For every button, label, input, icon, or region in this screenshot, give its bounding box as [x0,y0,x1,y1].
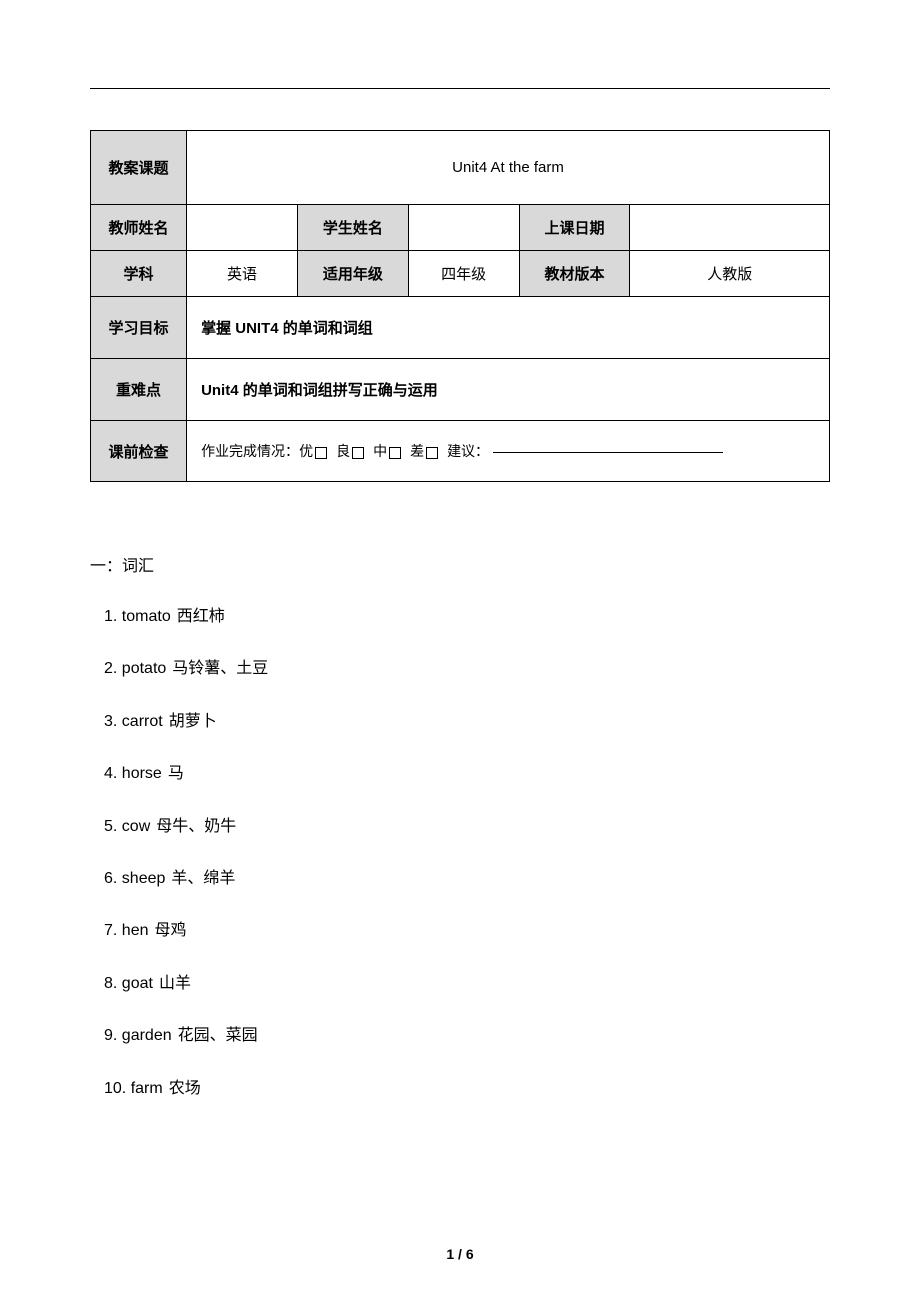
top-horizontal-rule [90,88,830,89]
homework-status-prefix: 作业完成情况： [201,445,299,460]
option-good: 良 [336,445,350,460]
vocab-number: 2. [104,660,117,677]
vocab-number: 10. [104,1080,126,1097]
subject-value: 英语 [187,251,298,297]
list-item: 3. carrot 胡萝卜 [104,711,830,733]
list-item: 1. tomato 西红柿 [104,606,830,628]
lesson-title-value: Unit4 At the farm [187,131,830,205]
table-row: 课前检查 作业完成情况：优 良 中 差 建议： [91,421,830,482]
vocab-english: tomato [122,608,171,625]
list-item: 6. sheep 羊、绵羊 [104,868,830,890]
table-row: 学习目标 掌握 UNIT4 的单词和词组 [91,297,830,359]
precheck-label: 课前检查 [91,421,187,482]
vocab-english: goat [122,975,153,992]
vocab-english: horse [122,765,162,782]
key-points-value: Unit4 的单词和词组拼写正确与运用 [187,359,830,421]
suggestion-underline [493,452,723,453]
vocab-english: sheep [122,870,166,887]
suggestion-label: 建议： [447,445,489,460]
textbook-version-value: 人教版 [630,251,830,297]
lesson-title-label: 教案课题 [91,131,187,205]
vocab-number: 4. [104,765,117,782]
vocab-chinese: 胡萝卜 [169,713,217,730]
grade-label: 适用年级 [297,251,408,297]
checkbox-icon [352,447,364,459]
teacher-name-value [187,205,298,251]
table-row: 重难点 Unit4 的单词和词组拼写正确与运用 [91,359,830,421]
checkbox-icon [315,447,327,459]
vocab-english: farm [131,1080,163,1097]
table-row: 教案课题 Unit4 At the farm [91,131,830,205]
vocab-number: 5. [104,818,117,835]
vocab-chinese: 马 [168,765,184,782]
table-row: 教师姓名 学生姓名 上课日期 [91,205,830,251]
vocab-english: garden [122,1027,172,1044]
page-number: 1 / 6 [0,1246,920,1262]
vocab-list: 1. tomato 西红柿 2. potato 马铃薯、土豆 3. carrot 胡萝… [90,606,830,1100]
vocab-chinese: 山羊 [159,975,191,992]
table-row: 学科 英语 适用年级 四年级 教材版本 人教版 [91,251,830,297]
list-item: 7. hen 母鸡 [104,920,830,942]
learning-goal-label: 学习目标 [91,297,187,359]
class-date-value [630,205,830,251]
class-date-label: 上课日期 [519,205,630,251]
list-item: 4. horse 马 [104,763,830,785]
option-excellent: 优 [299,445,313,460]
option-medium: 中 [373,445,387,460]
list-item: 8. goat 山羊 [104,973,830,995]
lesson-info-table: 教案课题 Unit4 At the farm 教师姓名 学生姓名 上课日期 学科… [90,130,830,482]
textbook-version-label: 教材版本 [519,251,630,297]
vocab-number: 6. [104,870,117,887]
checkbox-icon [389,447,401,459]
vocab-number: 1. [104,608,117,625]
section-heading-vocab: 一：词汇 [90,552,830,576]
student-name-label: 学生姓名 [297,205,408,251]
learning-goal-value: 掌握 UNIT4 的单词和词组 [187,297,830,359]
vocab-number: 7. [104,922,117,939]
vocab-chinese: 羊、绵羊 [171,870,235,887]
teacher-name-label: 教师姓名 [91,205,187,251]
key-points-label: 重难点 [91,359,187,421]
option-poor: 差 [410,445,424,460]
precheck-value: 作业完成情况：优 良 中 差 建议： [187,421,830,482]
vocab-english: cow [122,818,150,835]
student-name-value [408,205,519,251]
vocab-chinese: 母牛、奶牛 [156,818,236,835]
list-item: 9. garden 花园、菜园 [104,1025,830,1047]
vocab-chinese: 花园、菜园 [178,1027,258,1044]
vocab-chinese: 西红柿 [177,608,225,625]
list-item: 10. farm 农场 [104,1078,830,1100]
vocab-english: hen [122,922,149,939]
vocab-chinese: 母鸡 [155,922,187,939]
checkbox-icon [426,447,438,459]
vocab-chinese: 马铃薯、土豆 [172,660,268,677]
vocab-english: carrot [122,713,163,730]
vocab-number: 3. [104,713,117,730]
list-item: 5. cow 母牛、奶牛 [104,816,830,838]
subject-label: 学科 [91,251,187,297]
grade-value: 四年级 [408,251,519,297]
vocab-english: potato [122,660,166,677]
vocab-number: 8. [104,975,117,992]
vocab-chinese: 农场 [169,1080,201,1097]
vocab-number: 9. [104,1027,117,1044]
list-item: 2. potato 马铃薯、土豆 [104,658,830,680]
